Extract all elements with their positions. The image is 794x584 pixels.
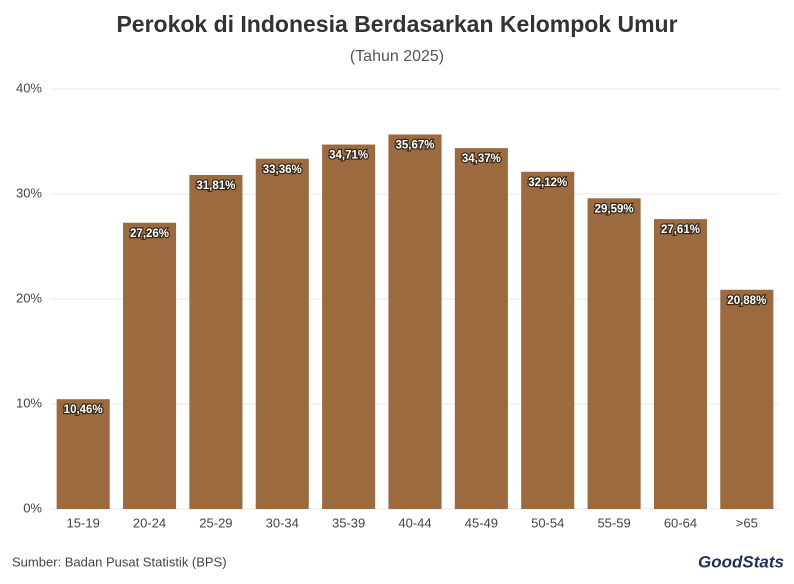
bar [454, 148, 508, 510]
bar [521, 171, 575, 510]
value-label: 34,37% [462, 153, 501, 165]
x-tick-label: 35-39 [332, 515, 365, 530]
bar [653, 219, 707, 509]
value-label: 31,81% [196, 180, 235, 192]
x-tick-label: 15-19 [67, 515, 100, 530]
bar [587, 198, 641, 509]
value-label: 27,61% [661, 224, 700, 236]
bar [123, 222, 177, 509]
value-label: 29,59% [595, 203, 634, 215]
x-tick-label: 30-34 [266, 515, 299, 530]
x-tick-label: 20-24 [133, 515, 166, 530]
brand-logo: GoodStats [698, 552, 784, 571]
chart-title: Perokok di Indonesia Berdasarkan Kelompo… [116, 11, 677, 37]
value-label: 34,71% [329, 150, 368, 162]
value-label: 20,88% [727, 295, 766, 307]
value-label: 33,36% [263, 164, 302, 176]
bar [56, 399, 110, 509]
x-tick-label: 50-54 [531, 515, 564, 530]
y-tick-label: 20% [16, 290, 42, 305]
x-tick-label: 25-29 [199, 515, 232, 530]
y-tick-label: 30% [16, 185, 42, 200]
bar [720, 289, 774, 509]
source: Sumber: Badan Pusat Statistik (BPS) [12, 554, 227, 569]
bar [255, 158, 309, 509]
x-tick-label: 40-44 [398, 515, 431, 530]
value-label: 10,46% [64, 404, 103, 416]
x-tick-label: 55-59 [597, 515, 630, 530]
y-tick-label: 10% [16, 395, 42, 410]
y-tick-label: 40% [16, 80, 42, 95]
bar [388, 134, 442, 509]
chart-subtitle: (Tahun 2025) [350, 48, 444, 65]
value-label: 27,26% [130, 228, 169, 240]
x-tick-label: 45-49 [465, 515, 498, 530]
bar [322, 144, 376, 510]
x-tick-label: 60-64 [664, 515, 697, 530]
x-tick-label: >65 [736, 515, 758, 530]
value-label: 32,12% [528, 177, 567, 189]
y-tick-label: 0% [23, 500, 42, 515]
bar [189, 174, 243, 509]
value-label: 35,67% [395, 139, 434, 151]
